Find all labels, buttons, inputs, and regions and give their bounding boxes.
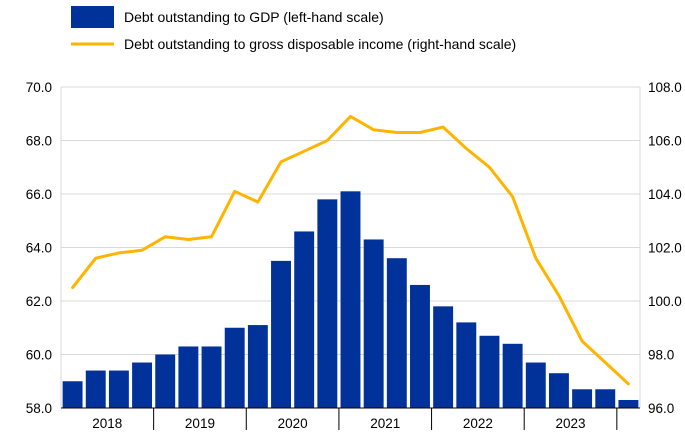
bar [340,191,361,408]
y-right-tick-label: 106.0 [648,134,682,149]
y-left-tick-label: 70.0 [26,80,52,95]
legend: Debt outstanding to GDP (left-hand scale… [71,6,516,52]
bar [363,239,384,408]
bar [595,389,616,408]
bar [247,325,268,408]
y-right-tick-label: 102.0 [648,241,682,256]
bar [224,327,245,408]
bar [456,322,477,408]
bar [502,343,523,408]
bar [108,370,129,408]
y-left-tick-label: 68.0 [26,134,52,149]
y-left-tick-label: 58.0 [26,401,52,416]
bar [433,306,454,408]
y-right-tick-label: 98.0 [648,348,674,363]
legend-label-bar: Debt outstanding to GDP (left-hand scale… [124,9,384,25]
bar [132,362,153,408]
x-tick-label: 2023 [555,416,585,431]
bar [85,370,106,408]
bar [410,284,430,408]
bar [155,354,176,408]
legend-swatch-bar [71,6,114,28]
x-tick-label: 2021 [370,416,400,431]
bar [62,381,83,408]
y-right-tick-label: 104.0 [648,187,682,202]
bar [178,346,199,408]
y-left-tick-label: 64.0 [26,241,52,256]
bar [479,335,500,408]
y-left-tick-label: 62.0 [26,294,52,309]
y-right-tick-label: 96.0 [648,401,674,416]
bar [618,399,639,408]
y-right-tick-label: 100.0 [648,294,682,309]
bar [294,231,315,408]
plot-area: 58.0 60.0 62.0 64.0 66.0 68.0 70.0 96.0 98.0 100.… [26,80,682,431]
x-tick-label: 2020 [278,416,308,431]
x-tick-label: 2018 [92,416,122,431]
y-right-tick-label: 108.0 [648,80,682,95]
line-series [71,114,630,386]
y-left-tick-label: 66.0 [26,187,52,202]
x-tick-label: 2022 [463,416,493,431]
bar [548,373,569,408]
bar [525,362,546,408]
bar [386,258,407,408]
bar [572,389,593,408]
bar [271,260,291,408]
bar [201,346,222,408]
bar [317,199,338,408]
x-tick-label: 2019 [185,416,215,431]
y-left-tick-label: 60.0 [26,348,52,363]
legend-label-line: Debt outstanding to gross disposable inc… [124,36,516,52]
